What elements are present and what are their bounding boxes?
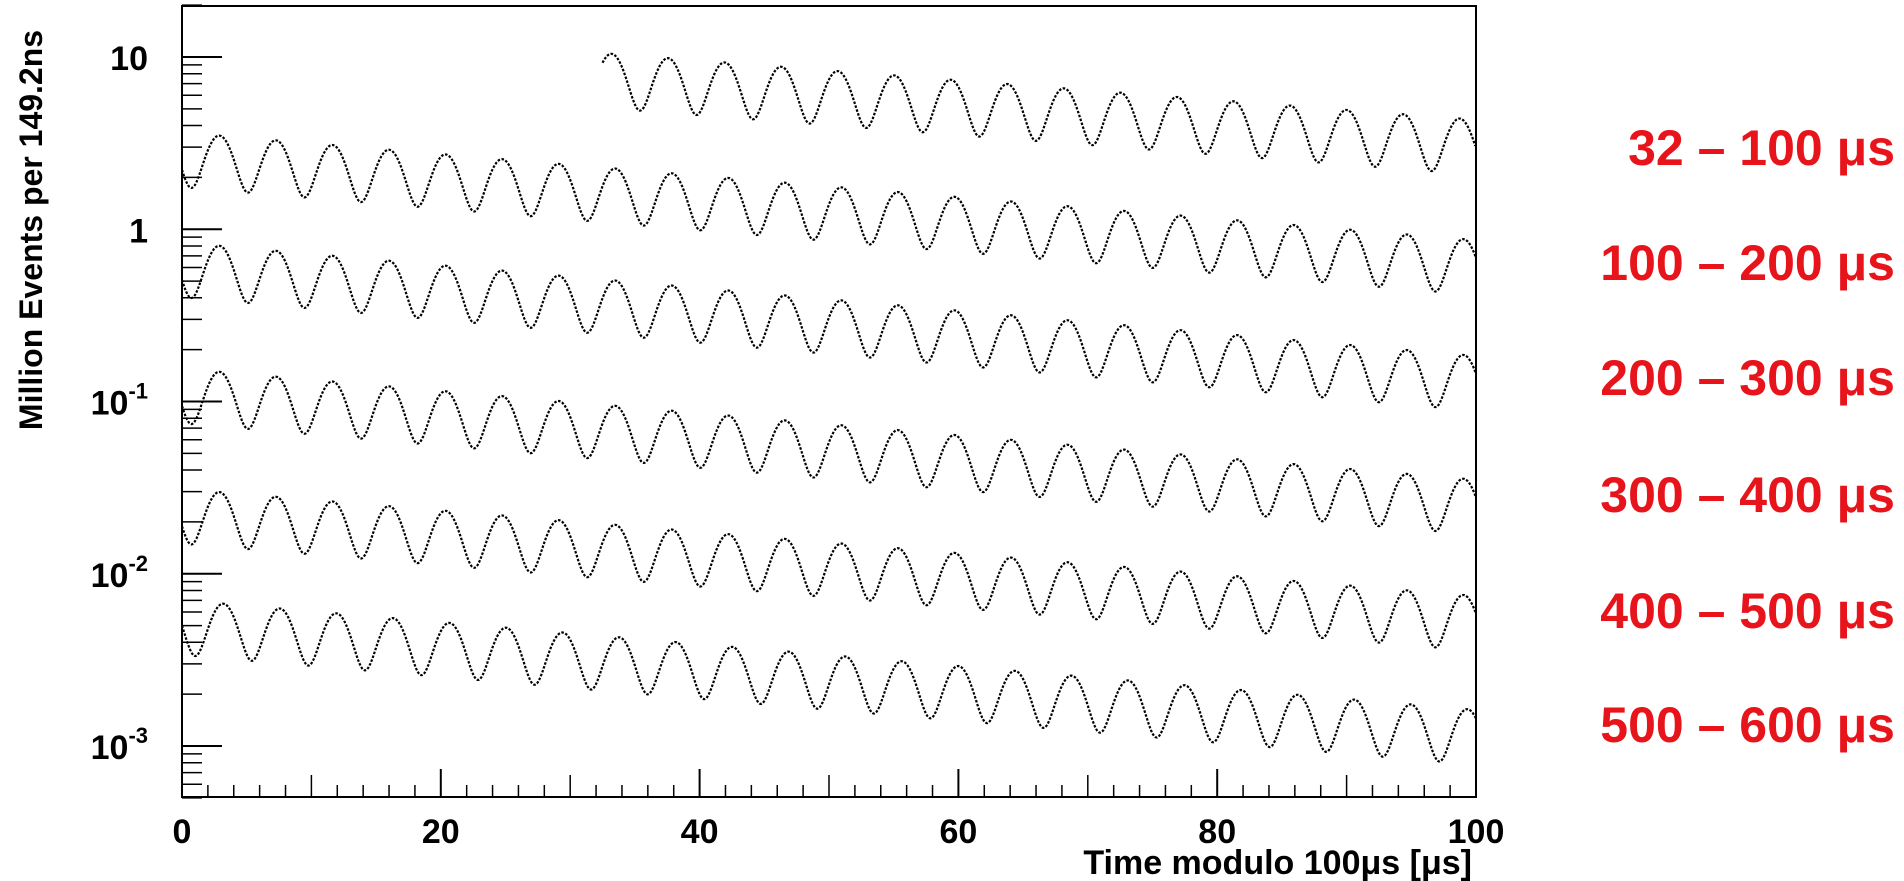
x-axis-title: Time modulo 100μs [μs] (1083, 844, 1472, 881)
data-series-line (601, 52, 1477, 173)
y-tick-label: 1 (129, 212, 148, 250)
data-series-line (180, 370, 1478, 533)
series-range-label: 400 – 500 μs (1600, 583, 1895, 639)
y-tick-label: 10 (110, 40, 148, 78)
x-tick-label: 80 (1198, 813, 1236, 851)
y-minor-ticks (182, 4, 202, 799)
x-tick-label: 100 (1448, 813, 1505, 851)
y-axis-title: Million Events per 149.2ns (13, 30, 49, 430)
y-tick-label: 10-3 (91, 723, 148, 767)
data-series-line (180, 602, 1477, 763)
data-series-line (180, 244, 1478, 409)
x-tick-label: 20 (422, 813, 460, 851)
x-tick-label: 0 (173, 813, 192, 851)
data-series-line (180, 490, 1478, 649)
series-range-label: 32 – 100 μs (1628, 120, 1895, 176)
y-tick-label: 10-2 (91, 551, 148, 595)
range-labels: 32 – 100 μs 100 – 200 μs 200 – 300 μs 300 –… (1600, 120, 1895, 753)
y-major-ticks: 10 1 10-1 10-2 10-3 (91, 40, 222, 767)
x-ticks: 0 20 40 60 80 100 (173, 769, 1505, 851)
series-range-label: 100 – 200 μs (1600, 235, 1895, 291)
plot-frame (181, 5, 1477, 798)
series-range-label: 200 – 300 μs (1600, 350, 1895, 406)
series-range-label: 300 – 400 μs (1600, 467, 1895, 523)
data-series-line (180, 134, 1478, 293)
x-tick-label: 40 (681, 813, 719, 851)
series-group (180, 52, 1478, 763)
x-tick-label: 60 (939, 813, 977, 851)
y-tick-label: 10-1 (91, 379, 148, 423)
series-range-label: 500 – 600 μs (1600, 697, 1895, 753)
